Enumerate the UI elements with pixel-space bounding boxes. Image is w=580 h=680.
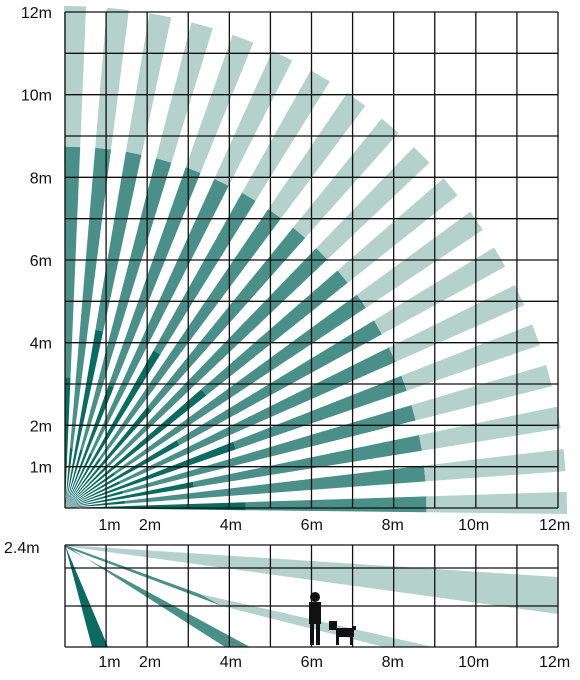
- beam-17-zone-2: [95, 7, 129, 150]
- side-x-axis-label: 1m: [98, 654, 120, 671]
- side-view-figures: [309, 592, 356, 645]
- beam-3-zone-1: [122, 405, 416, 494]
- beam-18-zone-2: [64, 6, 87, 147]
- beam-2-zone-0: [65, 481, 194, 508]
- beam-4-zone-2: [401, 324, 540, 391]
- side-beam-downlook: [65, 545, 108, 647]
- beam-14-zone-0: [65, 385, 114, 508]
- beam-15-zone-0: [65, 449, 83, 508]
- beam-16-zone-0: [65, 329, 104, 508]
- beam-9-zone-1: [106, 248, 328, 467]
- beam-14-zone-2: [185, 34, 254, 173]
- beam-14-zone-1: [108, 167, 201, 387]
- beam-8-zone-0: [65, 389, 207, 508]
- beam-11-zone-2: [268, 92, 366, 219]
- beam-2-zone-1: [192, 435, 422, 488]
- x-axis-label: 4m: [220, 517, 242, 534]
- beam-8-zone-2: [337, 178, 458, 283]
- side-x-axis-label: 8m: [382, 654, 404, 671]
- beam-7-zone-1: [113, 294, 366, 475]
- x-axis-label: 8m: [382, 517, 404, 534]
- beam-13-zone-1: [89, 178, 229, 455]
- y-axis-label: 4m: [30, 336, 52, 353]
- beam-4-zone-1: [233, 375, 407, 450]
- top-view-beams: [64, 6, 567, 514]
- top-view-labels: 12m 10m 8m 6m 4m 2m 1m 1m 2m 4m 6m 8m 10m 12m: [21, 5, 570, 534]
- y-axis-label: 2m: [30, 418, 52, 435]
- beam-3-zone-0: [65, 490, 124, 508]
- beam-16-zone-2: [125, 13, 172, 155]
- x-axis-label: 1m: [98, 517, 120, 534]
- side-x-axis-label: 10m: [458, 654, 489, 671]
- beam-7-zone-0: [65, 472, 116, 508]
- y-axis-label: 1m: [30, 460, 52, 477]
- beam-9-zone-0: [65, 464, 109, 508]
- y-axis-label: 8m: [30, 170, 52, 187]
- beam-12-zone-0: [65, 350, 161, 508]
- beam-0-zone-1: [245, 496, 427, 513]
- person-icon: [309, 592, 321, 645]
- dog-icon: [329, 621, 356, 645]
- side-y-axis-label: 2.4m: [4, 540, 40, 557]
- beam-10-zone-2: [293, 118, 399, 238]
- beam-6-zone-0: [65, 440, 180, 508]
- x-axis-label: 2m: [139, 517, 161, 534]
- beam-1-zone-2: [423, 449, 566, 482]
- beam-10-zone-1: [147, 227, 306, 411]
- beam-18-zone-1: [64, 146, 81, 378]
- beam-15-zone-2: [156, 22, 213, 163]
- beam-1-zone-0: [65, 500, 126, 508]
- beam-1-zone-1: [124, 465, 426, 504]
- beam-0-zone-2: [426, 491, 567, 514]
- side-x-axis-label: 2m: [139, 654, 161, 671]
- beam-11-zone-0: [65, 458, 101, 508]
- beam-4-zone-0: [65, 441, 236, 508]
- beam-17-zone-1: [70, 147, 111, 449]
- side-beam-mid-near: [65, 545, 222, 606]
- beam-16-zone-1: [95, 151, 142, 332]
- top-view-grid: [64, 11, 559, 509]
- beam-13-zone-2: [214, 50, 293, 186]
- beam-17-zone-0: [65, 448, 73, 508]
- beam-15-zone-1: [80, 158, 172, 451]
- x-axis-label: 12m: [539, 517, 570, 534]
- side-x-axis-label: 6m: [301, 654, 323, 671]
- beam-2-zone-2: [419, 406, 561, 451]
- beam-10-zone-0: [65, 406, 152, 508]
- y-axis-label: 6m: [30, 253, 52, 270]
- beam-9-zone-2: [316, 147, 430, 260]
- y-axis-label: 12m: [21, 5, 52, 22]
- side-x-axis-label: 4m: [220, 654, 242, 671]
- beam-12-zone-1: [153, 192, 256, 355]
- x-axis-label: 10m: [458, 517, 489, 534]
- x-axis-label: 6m: [301, 517, 323, 534]
- beam-6-zone-1: [176, 320, 382, 446]
- beam-6-zone-2: [374, 247, 506, 335]
- beam-18-zone-0: [64, 377, 71, 508]
- side-x-axis-label: 12m: [539, 654, 570, 671]
- side-view-labels: 2.4m 1m 2m 4m 6m 8m 10m 12m: [4, 540, 570, 671]
- beam-11-zone-1: [98, 209, 282, 460]
- side-view-grid: [64, 544, 559, 648]
- y-axis-label: 10m: [21, 88, 52, 105]
